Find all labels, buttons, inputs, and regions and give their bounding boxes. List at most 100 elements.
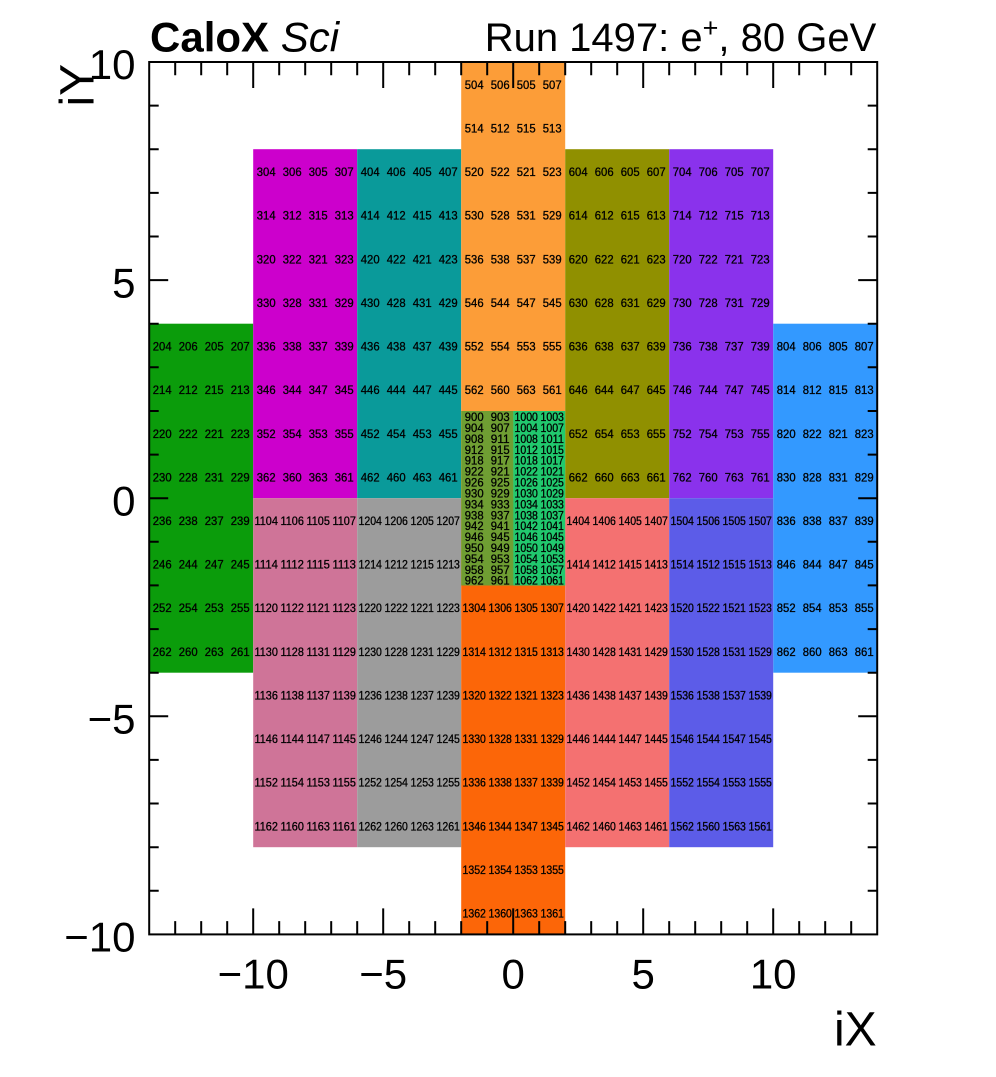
svg-text:1261: 1261 [437,819,461,833]
svg-text:900: 900 [465,410,484,424]
svg-text:838: 838 [803,514,822,528]
svg-text:903: 903 [491,410,510,424]
svg-text:1355: 1355 [541,863,565,877]
svg-text:230: 230 [153,470,172,484]
svg-text:1263: 1263 [411,819,435,833]
svg-text:5: 5 [632,951,655,998]
svg-text:1029: 1029 [541,486,565,500]
svg-text:1539: 1539 [749,689,773,703]
svg-text:861: 861 [855,645,874,659]
svg-text:530: 530 [465,209,484,223]
svg-text:715: 715 [725,209,744,223]
svg-text:307: 307 [335,165,354,179]
svg-text:1346: 1346 [463,819,487,833]
svg-text:839: 839 [855,514,874,528]
svg-text:1429: 1429 [645,645,669,659]
svg-text:445: 445 [439,383,458,397]
svg-text:1546: 1546 [671,732,695,746]
svg-text:446: 446 [361,383,380,397]
svg-text:238: 238 [179,514,198,528]
svg-text:731: 731 [725,296,744,310]
svg-text:1506: 1506 [697,514,721,528]
svg-text:607: 607 [647,165,666,179]
svg-text:1504: 1504 [671,514,695,528]
svg-text:1530: 1530 [671,645,695,659]
svg-text:339: 339 [335,340,354,354]
svg-text:946: 946 [465,530,484,544]
svg-text:821: 821 [829,427,848,441]
svg-text:1345: 1345 [541,819,565,833]
svg-text:1362: 1362 [463,907,487,921]
svg-text:921: 921 [491,465,510,479]
svg-text:1220: 1220 [359,601,383,615]
svg-text:1246: 1246 [359,732,383,746]
svg-text:263: 263 [205,645,224,659]
svg-text:630: 630 [569,296,588,310]
svg-text:1244: 1244 [385,732,409,746]
svg-text:933: 933 [491,497,510,511]
svg-text:1160: 1160 [281,819,305,833]
svg-text:321: 321 [309,252,328,266]
svg-text:312: 312 [283,209,302,223]
svg-text:604: 604 [569,165,588,179]
svg-text:322: 322 [283,252,302,266]
svg-text:654: 654 [595,427,614,441]
svg-text:362: 362 [257,470,276,484]
svg-text:1112: 1112 [281,558,305,572]
svg-text:1121: 1121 [307,601,331,615]
svg-text:223: 223 [231,427,250,441]
svg-text:1307: 1307 [541,601,565,615]
svg-text:331: 331 [309,296,328,310]
svg-text:1061: 1061 [541,574,565,588]
svg-text:1462: 1462 [567,819,591,833]
svg-text:1430: 1430 [567,645,591,659]
svg-text:813: 813 [855,383,874,397]
svg-text:1130: 1130 [255,645,279,659]
svg-text:1058: 1058 [515,563,539,577]
svg-text:1336: 1336 [463,776,487,790]
svg-text:1338: 1338 [489,776,513,790]
svg-text:661: 661 [647,470,666,484]
svg-text:1305: 1305 [515,601,539,615]
svg-text:855: 855 [855,601,874,615]
svg-text:1230: 1230 [359,645,383,659]
svg-text:436: 436 [361,340,380,354]
svg-text:1106: 1106 [281,514,305,528]
svg-text:354: 354 [283,427,302,441]
svg-text:421: 421 [413,252,432,266]
svg-text:704: 704 [673,165,692,179]
svg-text:214: 214 [153,383,172,397]
svg-text:246: 246 [153,558,172,572]
svg-text:329: 329 [335,296,354,310]
svg-text:1320: 1320 [463,689,487,703]
svg-text:815: 815 [829,383,848,397]
svg-text:860: 860 [803,645,822,659]
svg-text:1007: 1007 [541,421,565,435]
svg-text:1431: 1431 [619,645,643,659]
svg-text:1347: 1347 [515,819,539,833]
svg-text:561: 561 [543,383,562,397]
svg-text:344: 344 [283,383,302,397]
svg-text:762: 762 [673,470,692,484]
svg-text:853: 853 [829,601,848,615]
svg-text:644: 644 [595,383,614,397]
svg-text:1260: 1260 [385,819,409,833]
svg-text:950: 950 [465,541,484,555]
svg-text:1453: 1453 [619,776,643,790]
svg-text:1407: 1407 [645,514,669,528]
svg-text:523: 523 [543,165,562,179]
svg-text:822: 822 [803,427,822,441]
svg-text:746: 746 [673,383,692,397]
svg-text:207: 207 [231,340,250,354]
svg-text:1204: 1204 [359,514,383,528]
svg-text:1115: 1115 [307,558,331,572]
svg-text:1553: 1553 [723,776,747,790]
svg-text:323: 323 [335,252,354,266]
svg-text:934: 934 [465,497,484,511]
svg-text:1050: 1050 [515,541,539,555]
svg-text:1513: 1513 [749,558,773,572]
svg-text:463: 463 [413,470,432,484]
svg-text:1447: 1447 [619,732,643,746]
svg-text:1554: 1554 [697,776,721,790]
svg-text:428: 428 [387,296,406,310]
